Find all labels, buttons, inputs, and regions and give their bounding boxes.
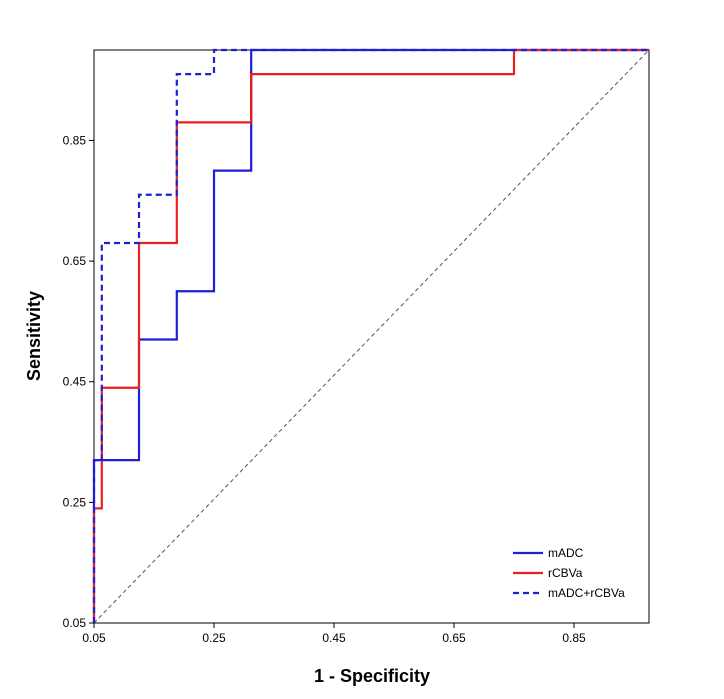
x-tick-label: 0.25	[202, 631, 226, 645]
y-tick-label: 0.25	[63, 495, 87, 509]
plot-area	[93, 49, 650, 624]
legend-label-0: mADC	[548, 546, 584, 560]
legend-label-2: mADC+rCBVa	[548, 586, 625, 600]
y-tick-label: 0.65	[63, 254, 87, 268]
y-tick-label: 0.05	[63, 616, 87, 630]
x-tick-label: 0.65	[442, 631, 466, 645]
x-axis-title: 1 - Specificity	[314, 666, 430, 686]
series-line-0	[92, 48, 649, 623]
series-layer	[92, 48, 649, 623]
x-tick-label: 0.05	[82, 631, 106, 645]
series-line-1	[92, 48, 649, 623]
legend: mADC rCBVa mADC+rCBVa	[513, 546, 625, 600]
y-tick-label: 0.85	[63, 133, 87, 147]
y-axis-title: Sensitivity	[24, 291, 44, 381]
legend-label-1: rCBVa	[548, 566, 583, 580]
series-line-2	[92, 48, 649, 623]
y-tick-label: 0.45	[63, 375, 87, 389]
y-axis: 0.05 0.25 0.45 0.65 0.85	[63, 133, 94, 630]
x-axis: 0.05 0.25 0.45 0.65 0.85	[82, 623, 586, 645]
x-tick-label: 0.85	[562, 631, 586, 645]
x-tick-label: 0.45	[322, 631, 346, 645]
